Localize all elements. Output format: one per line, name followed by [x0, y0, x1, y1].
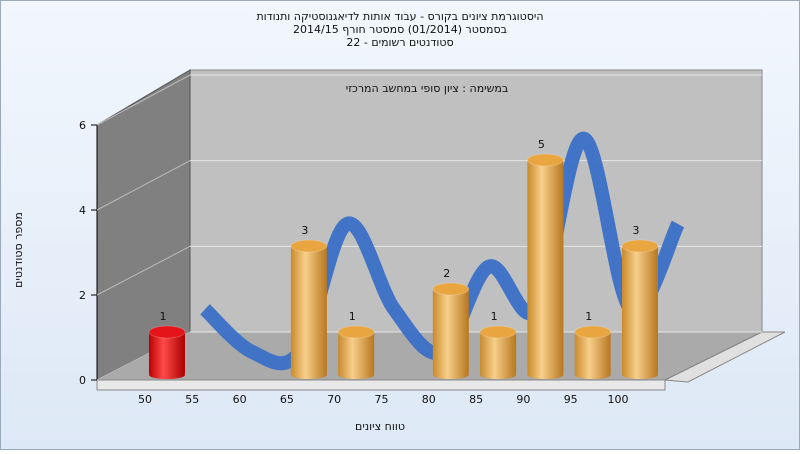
bar	[290, 246, 327, 375]
subtitle: במשימה : ציון סופי במחשב המרכזי	[346, 82, 509, 95]
x-tick-label: 85	[469, 393, 483, 406]
bar	[480, 332, 517, 375]
plot	[96, 74, 762, 381]
y-tick-label: 2	[79, 289, 86, 302]
x-tick-label: 80	[422, 393, 436, 406]
x-tick-label: 65	[280, 393, 294, 406]
data-label: 3	[301, 224, 308, 237]
x-tick-label: 95	[564, 393, 578, 406]
y-tick-label: 4	[79, 204, 86, 217]
bar-bottom	[527, 371, 564, 379]
bar	[574, 332, 611, 375]
data-label: 1	[491, 310, 498, 323]
bar	[432, 289, 469, 375]
x-tick-label: 50	[138, 393, 152, 406]
title-line: היסטוגרמת ציונים בקורס - עבוד אותות לדיא…	[256, 10, 543, 23]
bar-top	[337, 325, 375, 339]
title-line: בסמסטר (01/2014) סמסטר חורף 2014/15	[293, 23, 507, 36]
grid-line	[96, 74, 191, 126]
bar-bottom	[574, 371, 611, 379]
title-line: סטודנטים רשומים - 22	[346, 36, 453, 49]
bar-bottom	[480, 371, 517, 379]
x-tick-label: 100	[608, 393, 629, 406]
y-tick-label: 6	[79, 119, 86, 132]
floor-edge	[96, 379, 666, 391]
bar	[622, 246, 658, 375]
x-tick-label: 75	[375, 393, 389, 406]
bar	[149, 332, 185, 375]
bar	[527, 160, 564, 375]
bar-bottom	[622, 371, 658, 379]
x-tick-label: 60	[233, 393, 247, 406]
x-tick-label: 70	[327, 393, 341, 406]
bar-bottom	[338, 371, 375, 379]
data-label: 1	[349, 310, 356, 323]
bar-bottom	[432, 371, 469, 379]
bar-bottom	[149, 371, 185, 379]
data-label: 3	[633, 224, 640, 237]
x-axis-label: טווח ציונים	[355, 420, 405, 433]
bar	[338, 332, 375, 375]
bar-top	[148, 325, 186, 339]
x-tick-label: 55	[185, 393, 199, 406]
bar-top	[432, 282, 470, 296]
grid-line	[96, 245, 191, 296]
bar-top	[574, 325, 612, 339]
bar-top	[479, 325, 517, 339]
y-tick-label: 0	[79, 374, 86, 387]
floor-edge-right	[663, 331, 786, 383]
y-axis-label: מספר סטודנטים	[12, 212, 25, 288]
bar-bottom	[290, 371, 327, 379]
bar-top	[526, 153, 564, 167]
grid-line	[96, 160, 191, 211]
data-label: 5	[538, 138, 545, 151]
data-label: 1	[585, 310, 592, 323]
bar-top	[290, 239, 328, 253]
data-label: 2	[443, 267, 450, 280]
x-tick-label: 90	[516, 393, 530, 406]
bar-top	[621, 239, 659, 253]
data-label: 1	[160, 310, 167, 323]
